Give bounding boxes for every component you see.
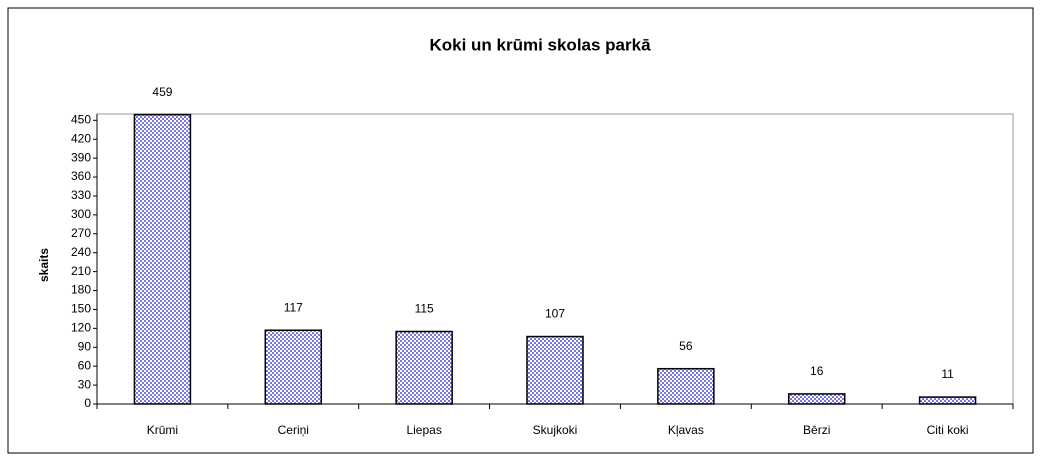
x-tick-label: Krūmi [147, 423, 178, 437]
y-tick-label: 330 [71, 188, 91, 202]
y-tick-label: 210 [71, 264, 91, 278]
bar [395, 330, 453, 405]
value-label: 16 [810, 364, 824, 378]
y-tick-label: 360 [71, 169, 91, 183]
bar [657, 367, 715, 405]
y-tick-label: 120 [71, 321, 91, 335]
y-tick-label: 90 [78, 339, 92, 353]
y-tick-label: 60 [78, 358, 92, 372]
x-tick-label: Citi koki [927, 423, 969, 437]
bar [918, 396, 977, 405]
x-tick-label: Skujkoki [533, 423, 578, 437]
x-tick-label: Bērzi [803, 423, 830, 437]
y-tick-label: 450 [71, 112, 91, 126]
x-tick-label: Liepas [406, 423, 441, 437]
y-axis-label: skaits [37, 248, 51, 282]
x-tick-label: Kļavas [668, 423, 704, 437]
y-tick-label: 0 [84, 396, 91, 410]
y-tick-label: 390 [71, 150, 91, 164]
value-label: 115 [415, 302, 434, 316]
y-tick-label: 270 [71, 226, 91, 240]
bar [787, 393, 846, 405]
y-tick-label: 180 [71, 283, 91, 297]
bar [264, 329, 323, 405]
value-label: 117 [284, 300, 303, 314]
value-label: 56 [679, 339, 693, 353]
bar [133, 113, 192, 405]
y-tick-label: 240 [71, 245, 91, 259]
value-label: 107 [545, 307, 565, 321]
y-tick-label: 420 [71, 131, 91, 145]
bar [526, 335, 584, 405]
chart-title: Koki un krūmi skolas parkā [429, 35, 651, 54]
y-tick-label: 150 [71, 302, 91, 316]
value-label: 459 [152, 85, 172, 99]
y-tick-label: 300 [71, 207, 91, 221]
value-label: 11 [941, 367, 954, 381]
x-tick-label: Ceriņi [278, 423, 309, 437]
y-tick-label: 30 [78, 377, 92, 391]
